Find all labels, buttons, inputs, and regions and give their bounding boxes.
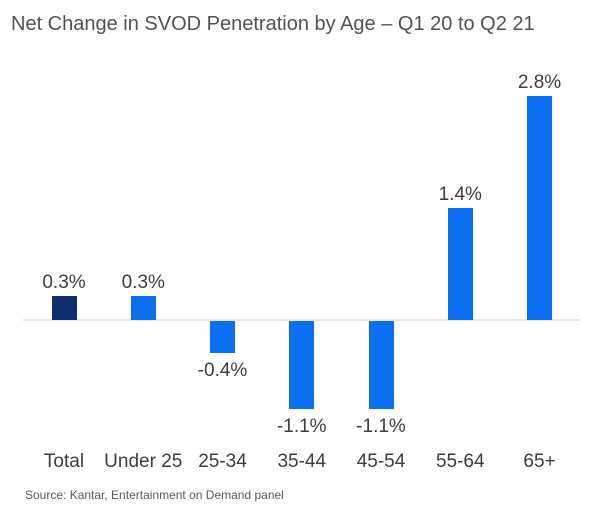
value-label-55-64: 1.4% bbox=[438, 184, 482, 205]
source-note: Source: Kantar, Entertainment on Demand … bbox=[25, 488, 284, 502]
value-label-total: 0.3% bbox=[42, 272, 86, 293]
bar-under-25 bbox=[130, 296, 156, 320]
value-label-45-54: -1.1% bbox=[356, 416, 406, 437]
x-axis-label-65+: 65+ bbox=[523, 451, 556, 472]
x-axis-label-under-25: Under 25 bbox=[104, 451, 183, 472]
bar-55-64 bbox=[447, 208, 473, 320]
bar-65+ bbox=[527, 96, 552, 320]
x-axis-baseline bbox=[23, 319, 580, 321]
x-axis-label-total: Total bbox=[43, 451, 85, 472]
chart-title: Net Change in SVOD Penetration by Age – … bbox=[11, 13, 535, 35]
plot-area: 0.3% Total 0.3% Under 25 -0.4% 25-34 -1.1% 35-4… bbox=[23, 72, 580, 472]
value-label-65+: 2.8% bbox=[517, 72, 562, 93]
value-label-35-44: -1.1% bbox=[276, 416, 327, 437]
bar-45-54 bbox=[368, 321, 394, 409]
x-axis-label-45-54: 45-54 bbox=[356, 451, 406, 472]
x-axis-label-55-64: 55-64 bbox=[435, 451, 485, 472]
bar-total bbox=[51, 296, 77, 320]
bar-25-34 bbox=[210, 321, 235, 353]
value-label-under-25: 0.3% bbox=[121, 272, 165, 293]
bar-35-44 bbox=[289, 321, 315, 409]
x-axis-label-25-34: 25-34 bbox=[198, 451, 247, 472]
x-axis-label-35-44: 35-44 bbox=[277, 451, 327, 472]
value-label-25-34: -0.4% bbox=[197, 360, 248, 381]
